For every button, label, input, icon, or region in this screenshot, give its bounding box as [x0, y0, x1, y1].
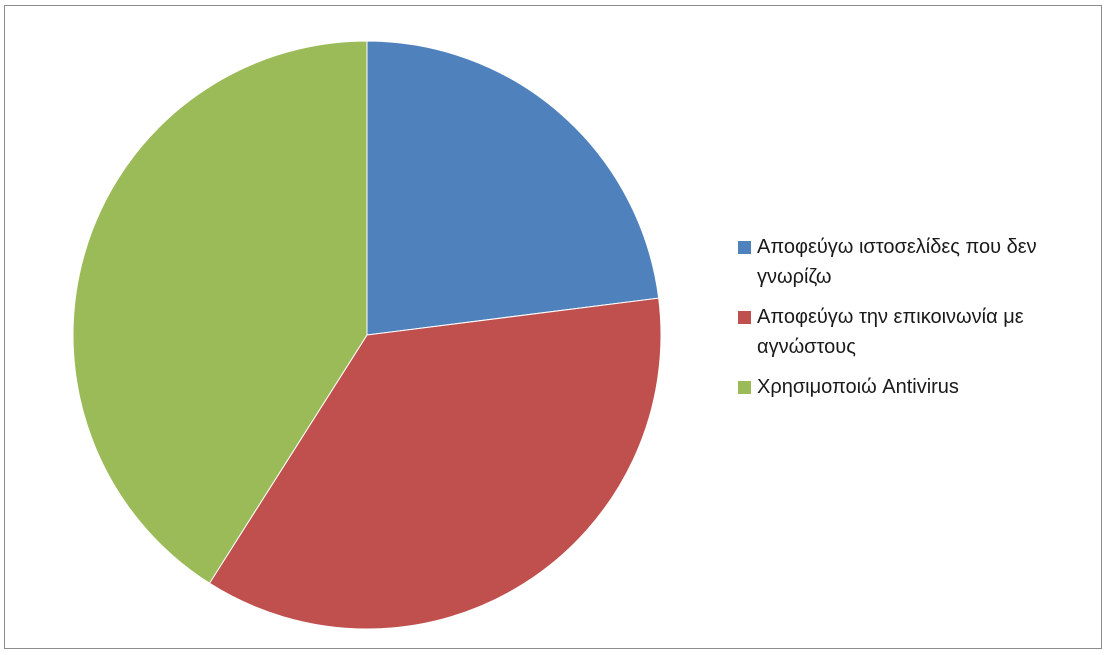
legend-item-avoid-strangers: Αποφεύγω την επικοινωνία με αγνώστους: [738, 302, 1078, 362]
legend-label: Αποφεύγω την επικοινωνία με αγνώστους: [757, 302, 1078, 362]
legend-swatch-green: [738, 381, 751, 394]
legend-swatch-red: [738, 311, 751, 324]
pie-slice-avoid-unknown-websites: [367, 41, 659, 335]
legend-item-use-antivirus: Χρησιμοποιώ Antivirus: [738, 372, 1078, 402]
legend-swatch-blue: [738, 241, 751, 254]
legend-label: Χρησιμοποιώ Antivirus: [757, 372, 1078, 402]
legend-item-avoid-unknown-websites: Αποφεύγω ιστοσελίδες που δεν γνωρίζω: [738, 232, 1078, 292]
legend: Αποφεύγω ιστοσελίδες που δεν γνωρίζω Απο…: [738, 232, 1078, 412]
legend-label: Αποφεύγω ιστοσελίδες που δεν γνωρίζω: [757, 232, 1078, 292]
